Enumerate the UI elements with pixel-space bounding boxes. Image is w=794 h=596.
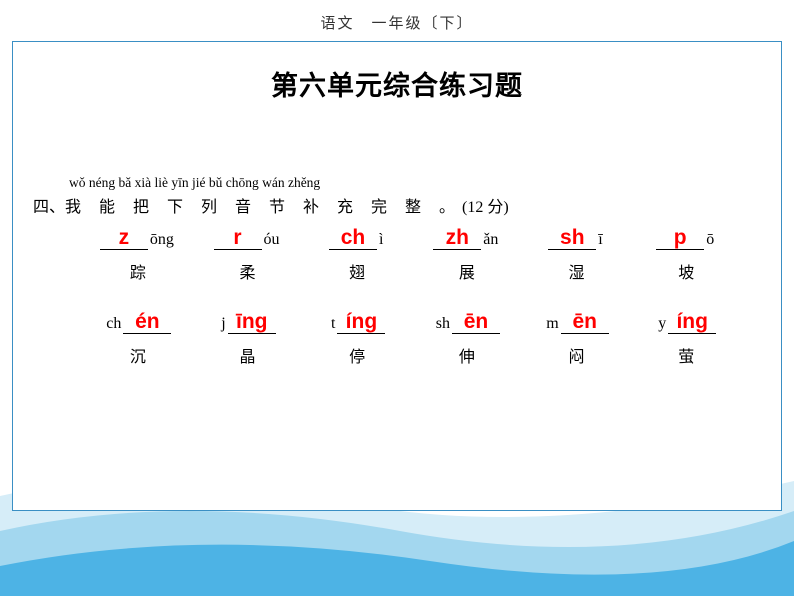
syllable-item: tíng 停: [302, 311, 412, 367]
answer-blank: én: [123, 311, 171, 334]
syllable-item: jīng 晶: [193, 311, 303, 367]
character-label: 闷: [569, 343, 585, 367]
syllable-item: pō坡: [631, 227, 741, 283]
answer-blank: r: [214, 227, 262, 250]
given-pinyin: óu: [262, 231, 282, 249]
answer-blank: ēn: [452, 311, 500, 334]
given-pinyin: t: [329, 315, 337, 333]
syllable-pinyin: róu: [214, 227, 282, 255]
syllable-row-2: chén沉jīng晶tíng停shēn伸mēn闷yíng萤: [33, 311, 761, 367]
syllable-item: zōng踪: [83, 227, 193, 283]
question-body: 我 能 把 下 列 音 节 补 充 完 整 。: [65, 199, 462, 216]
given-pinyin: j: [219, 315, 227, 333]
character-label: 萤: [678, 343, 694, 367]
syllable-item: zhǎn 展: [412, 227, 522, 283]
answer-blank: íng: [668, 311, 716, 334]
header-label: 语文 一年级〔下〕: [0, 0, 794, 33]
syllable-item: mēn 闷: [522, 311, 632, 367]
question-4: wǒ néng bǎ xià liè yīn jié bǔ chōng wán …: [13, 175, 781, 367]
syllable-pinyin: shī: [548, 227, 604, 255]
given-pinyin: y: [656, 315, 668, 333]
given-pinyin: m: [544, 315, 560, 333]
character-label: 坡: [678, 259, 694, 283]
main-content-frame: 第六单元综合练习题 wǒ néng bǎ xià liè yīn jié bǔ …: [12, 41, 782, 511]
syllable-item: chén 沉: [83, 311, 193, 367]
character-label: 晶: [240, 343, 256, 367]
syllable-pinyin: tíng: [329, 311, 385, 339]
syllable-pinyin: chì: [329, 227, 385, 255]
syllable-pinyin: yíng: [656, 311, 716, 339]
page-title: 第六单元综合练习题: [13, 64, 781, 103]
given-pinyin: ì: [377, 231, 385, 249]
character-label: 踪: [130, 259, 146, 283]
answer-blank: zh: [433, 227, 481, 250]
syllable-item: shēn 伸: [412, 311, 522, 367]
character-label: 翅: [349, 259, 365, 283]
given-pinyin: ch: [104, 315, 123, 333]
answer-blank: íng: [337, 311, 385, 334]
syllable-pinyin: zōng: [100, 227, 176, 255]
answer-blank: z: [100, 227, 148, 250]
syllable-row-1: zōng踪róu柔chì翅zhǎn展shī湿pō坡: [33, 227, 761, 283]
character-label: 伸: [459, 343, 475, 367]
character-label: 湿: [569, 259, 585, 283]
syllable-item: yíng 萤: [631, 311, 741, 367]
question-pinyin: wǒ néng bǎ xià liè yīn jié bǔ chōng wán …: [33, 175, 761, 191]
question-text: 四、我 能 把 下 列 音 节 补 充 完 整 。(12 分): [33, 193, 761, 217]
answer-blank: ēn: [561, 311, 609, 334]
given-pinyin: ǎn: [481, 231, 500, 249]
given-pinyin: ī: [596, 231, 604, 249]
character-label: 柔: [240, 259, 256, 283]
syllable-pinyin: zhǎn: [433, 227, 500, 255]
question-number: 四、: [33, 199, 65, 216]
syllable-item: róu 柔: [193, 227, 303, 283]
character-label: 停: [349, 343, 365, 367]
character-label: 沉: [130, 343, 146, 367]
given-pinyin: ō: [704, 231, 716, 249]
answer-blank: īng: [228, 311, 276, 334]
syllable-pinyin: shēn: [434, 311, 500, 339]
answer-blank: ch: [329, 227, 377, 250]
answer-blank: p: [656, 227, 704, 250]
syllable-item: chì翅: [302, 227, 412, 283]
syllable-pinyin: jīng: [219, 311, 275, 339]
syllable-pinyin: pō: [656, 227, 716, 255]
answer-blank: sh: [548, 227, 596, 250]
question-points: (12 分): [462, 199, 509, 216]
syllable-item: shī湿: [522, 227, 632, 283]
character-label: 展: [459, 259, 475, 283]
syllable-pinyin: mēn: [544, 311, 608, 339]
given-pinyin: sh: [434, 315, 452, 333]
syllable-pinyin: chén: [104, 311, 171, 339]
given-pinyin: ōng: [148, 231, 176, 249]
